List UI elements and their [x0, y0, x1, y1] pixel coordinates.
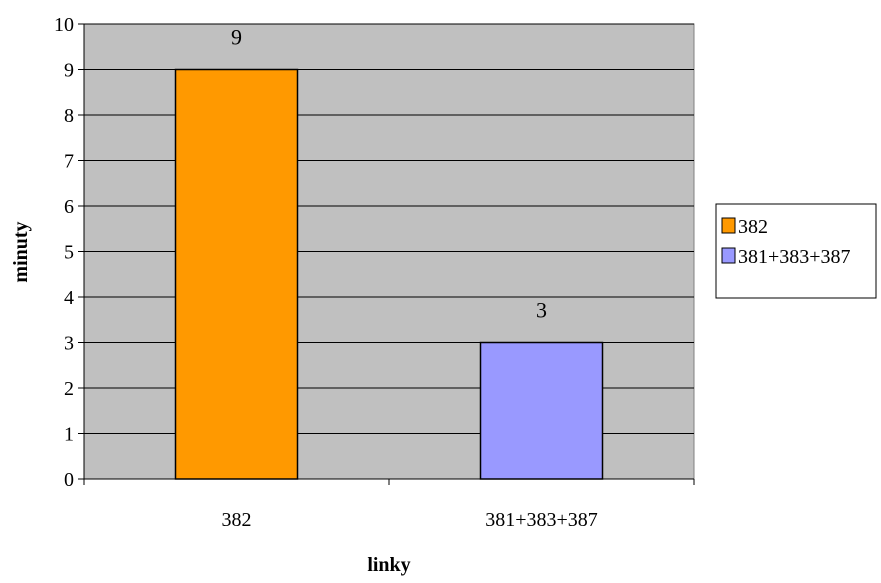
legend-box [715, 203, 877, 299]
data-label: 3 [536, 298, 547, 323]
y-tick-label: 5 [64, 242, 74, 264]
y-tick-label: 0 [64, 469, 74, 491]
legend-label: 382 [738, 216, 768, 238]
y-tick-label: 8 [64, 105, 74, 127]
y-tick-label: 2 [64, 378, 74, 400]
y-tick-label: 3 [64, 333, 74, 355]
legend-swatch [721, 247, 736, 264]
legend: 382 381+383+387 [715, 203, 877, 299]
legend-label: 381+383+387 [738, 246, 851, 268]
data-labels: 93 [231, 25, 547, 323]
y-tick-label: 9 [64, 60, 74, 82]
x-tick-label: 381+383+387 [485, 509, 598, 531]
y-axis-ticks: 0 1 2 3 4 5 6 7 8 9 10 [54, 14, 84, 491]
x-tick-label: 382 [222, 509, 252, 531]
bar-2 [479, 341, 604, 480]
y-tick-label: 4 [64, 287, 74, 309]
y-tick-label: 10 [54, 14, 74, 36]
y-tick-label: 6 [64, 196, 74, 218]
y-tick-label: 7 [64, 151, 74, 173]
legend-swatch [721, 217, 736, 234]
bar-1 [174, 68, 299, 480]
x-axis-title: linky [367, 554, 410, 576]
y-tick-label: 1 [64, 424, 74, 446]
y-axis-title: minuty [10, 221, 32, 282]
data-label: 9 [231, 25, 242, 50]
x-axis-ticks: 382 381+383+387 [83, 479, 695, 531]
